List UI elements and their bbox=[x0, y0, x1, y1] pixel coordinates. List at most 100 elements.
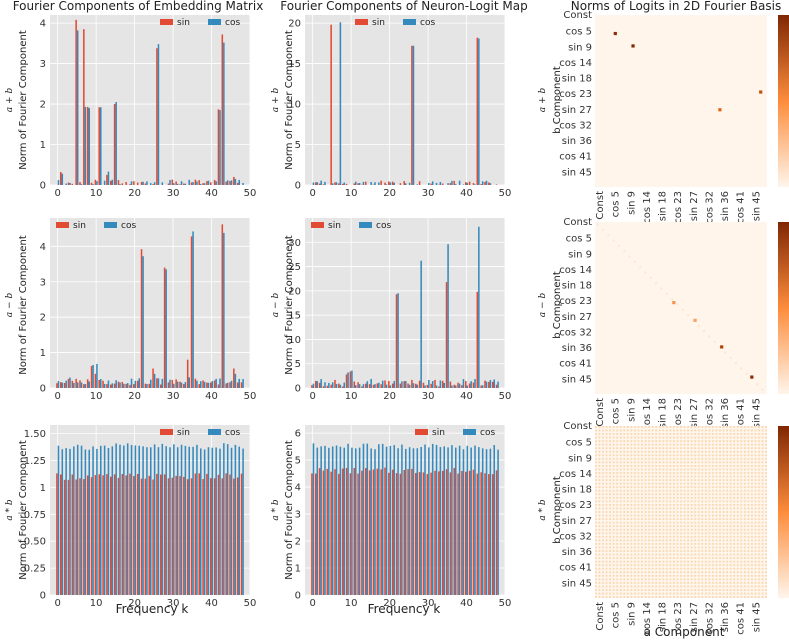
bar-sin bbox=[106, 174, 108, 185]
heat-cell bbox=[726, 429, 728, 432]
heat-cell bbox=[687, 482, 689, 485]
heat-cell bbox=[697, 585, 700, 588]
heat-cell bbox=[708, 571, 711, 574]
heat-cell bbox=[680, 553, 682, 556]
heat-cell bbox=[609, 574, 611, 577]
heat-cell bbox=[612, 454, 615, 457]
heat-cell bbox=[612, 450, 615, 453]
heat-cell bbox=[729, 511, 732, 513]
heat-cell bbox=[751, 504, 753, 506]
heat-cell bbox=[740, 426, 743, 428]
heat-cell bbox=[602, 528, 604, 531]
bar-sin bbox=[399, 473, 402, 595]
heat-cell bbox=[761, 461, 764, 464]
heat-cell bbox=[754, 454, 757, 457]
bar-cos bbox=[92, 446, 94, 595]
heat-cell bbox=[595, 507, 597, 510]
heat-cell bbox=[605, 429, 608, 432]
bar-cos bbox=[134, 445, 137, 595]
bar-cos bbox=[331, 446, 334, 595]
heat-cell bbox=[616, 557, 619, 559]
heat-cell bbox=[641, 496, 643, 499]
heat-cell bbox=[605, 564, 608, 567]
heat-cell bbox=[765, 511, 767, 513]
heat-cell bbox=[676, 500, 679, 503]
bar-sin bbox=[365, 383, 367, 388]
heat-cell bbox=[765, 589, 767, 591]
heat-cell bbox=[765, 585, 767, 588]
heat-cell bbox=[761, 450, 764, 453]
heat-cell bbox=[704, 443, 707, 446]
heat-cell bbox=[736, 504, 739, 506]
heat-cell bbox=[648, 511, 650, 513]
heat-cell bbox=[612, 457, 615, 460]
heat-cell bbox=[712, 482, 714, 485]
heat-x-tick-label: sin 45 bbox=[751, 191, 762, 221]
heat-cell bbox=[651, 482, 654, 485]
heat-cell bbox=[729, 578, 732, 581]
heat-cell bbox=[612, 443, 615, 446]
bar-cos bbox=[316, 182, 319, 185]
heat-cell bbox=[637, 454, 640, 457]
bar-sin bbox=[86, 475, 89, 595]
heat-cell bbox=[761, 500, 764, 503]
heat-cell bbox=[740, 518, 743, 520]
heat-cell bbox=[641, 489, 643, 492]
heat-x-tick-label: sin 36 bbox=[720, 398, 731, 428]
bar-sin bbox=[213, 380, 216, 388]
heat-cell bbox=[598, 525, 601, 528]
heat-cell bbox=[719, 346, 721, 348]
heat-cell bbox=[687, 546, 689, 549]
bar-cos bbox=[389, 385, 392, 388]
heat-cell bbox=[743, 457, 746, 460]
heat-cell bbox=[609, 567, 611, 570]
heat-cell bbox=[761, 447, 764, 450]
heat-cell bbox=[595, 582, 597, 584]
heat-cell bbox=[676, 574, 679, 577]
heat-cell bbox=[630, 472, 633, 474]
bar-sin bbox=[426, 474, 429, 595]
bar-sin bbox=[60, 172, 62, 185]
heat-cell bbox=[626, 500, 629, 503]
heat-cell bbox=[662, 507, 665, 510]
bar-cos bbox=[397, 448, 399, 595]
bar-cos bbox=[96, 181, 98, 185]
bar-cos bbox=[157, 447, 160, 595]
heat-cell bbox=[719, 482, 721, 485]
bar-sin bbox=[236, 182, 239, 185]
bar-cos bbox=[331, 183, 334, 185]
heat-cell bbox=[683, 585, 686, 588]
bar-cos bbox=[111, 383, 114, 388]
x-tick-label: 0 bbox=[310, 188, 316, 199]
heat-cell bbox=[605, 504, 608, 506]
heat-cell bbox=[665, 543, 668, 545]
heat-cell bbox=[616, 564, 619, 567]
heat-cell bbox=[726, 589, 728, 591]
heat-cell bbox=[626, 532, 629, 535]
heat-cell bbox=[690, 511, 693, 513]
heat-cell bbox=[665, 486, 668, 489]
heat-cell bbox=[758, 521, 760, 524]
plot-area bbox=[305, 15, 505, 185]
heat-cell bbox=[683, 493, 686, 496]
heat-cell bbox=[701, 550, 704, 552]
colorbar bbox=[778, 222, 789, 394]
heat-cell bbox=[616, 479, 619, 481]
heat-cell bbox=[644, 479, 647, 481]
bar-cos bbox=[111, 446, 114, 595]
heat-cell bbox=[605, 433, 608, 435]
heat-cell bbox=[598, 426, 601, 428]
heat-cell bbox=[619, 525, 622, 528]
heat-cell bbox=[623, 465, 626, 467]
heat-cell bbox=[747, 571, 750, 574]
heat-cell bbox=[715, 553, 718, 556]
heat-y-tick-label: cos 23 bbox=[559, 296, 592, 307]
bar-cos bbox=[320, 180, 322, 185]
heat-cell bbox=[680, 447, 682, 450]
heat-cell bbox=[669, 560, 672, 563]
heat-cell bbox=[612, 426, 615, 428]
heat-cell bbox=[612, 429, 615, 432]
bar-cos bbox=[173, 444, 175, 595]
heat-cell bbox=[595, 528, 597, 531]
heat-cell bbox=[644, 578, 647, 581]
